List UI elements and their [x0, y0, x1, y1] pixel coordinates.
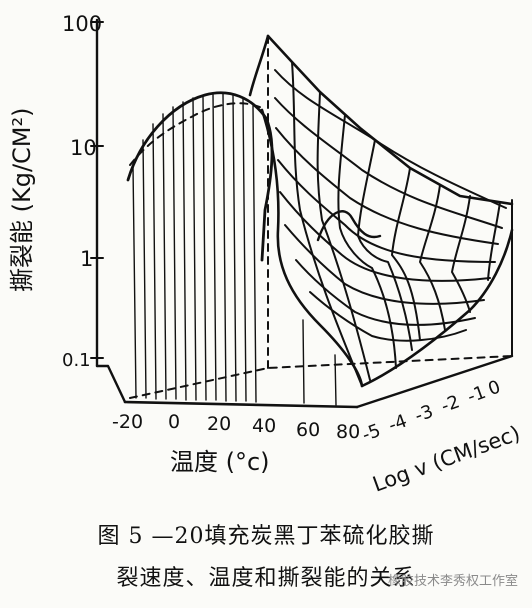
surface-back-ridge	[266, 34, 514, 206]
front-base-edge	[123, 400, 359, 409]
y-axis-title: 撕裂能 (Kg/CM²)	[8, 108, 36, 293]
z-tick-label-minus2: -2	[438, 391, 462, 417]
z-tick-label-0: 0	[485, 376, 503, 400]
figure-caption-line-2: 裂速度、温度和撕裂能的关系	[116, 566, 416, 591]
x-tick-label-60: 60	[296, 419, 320, 441]
y-tick-label-0.1: 0.1	[62, 350, 91, 371]
surface-bump	[316, 210, 382, 242]
x-axis-title: 温度 (°c)	[170, 448, 270, 476]
x-tick-label-40: 40	[252, 415, 276, 437]
front-edge-dashed	[129, 102, 263, 166]
figure-caption-line-1: 图 5 —20填充炭黑丁苯硫化胶撕	[97, 524, 435, 549]
x-tick-label-80: 80	[336, 421, 360, 443]
x-tick-label-minus20: -20	[112, 411, 143, 433]
y-tick-label-10: 10	[70, 136, 97, 160]
z-tick-label-minus5: -5	[359, 420, 383, 446]
surface-ridge-face	[248, 34, 270, 97]
surface-grid-velocity	[291, 61, 501, 387]
z-tick-label-minus3: -3	[412, 401, 436, 427]
back-base-edge-dashed	[129, 355, 513, 399]
front-edge-curve	[126, 91, 274, 262]
watermark: 橡胶技术李秀权工作室	[387, 574, 518, 589]
x-tick-label-20: 20	[207, 413, 231, 435]
left-base-edge	[95, 364, 127, 404]
y-tick-label-100: 100	[62, 12, 102, 36]
y-tick-label-1: 1	[80, 247, 93, 271]
front-hatch-lines	[132, 93, 337, 406]
z-tick-label-minus4: -4	[386, 410, 410, 436]
x-tick-label-0: 0	[168, 411, 180, 433]
surface-left-fold	[260, 108, 364, 388]
z-tick-label-minus1: -1	[465, 382, 489, 408]
surface-grid-temperature	[274, 69, 507, 342]
right-base-edge	[355, 354, 514, 409]
